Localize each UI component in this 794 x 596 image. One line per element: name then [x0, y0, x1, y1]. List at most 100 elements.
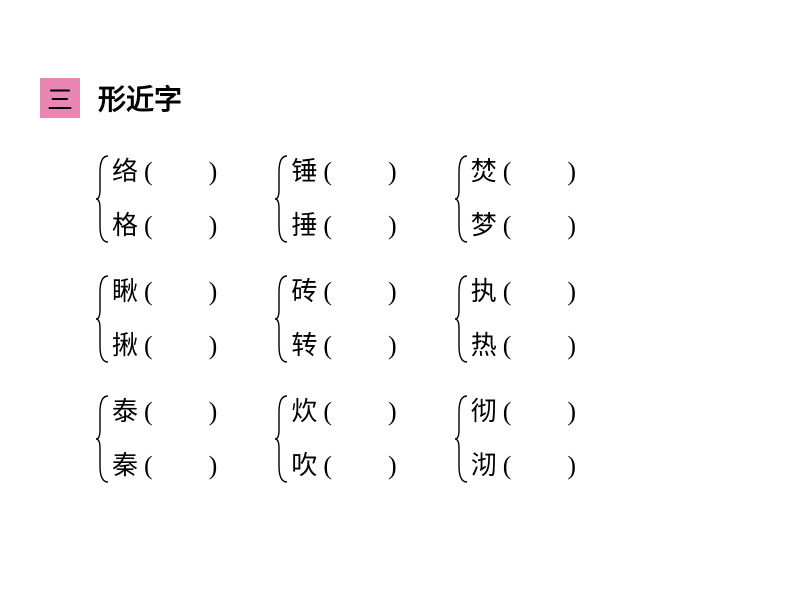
brace-icon [453, 274, 471, 364]
brace-icon [94, 154, 112, 244]
paren-open: ( [323, 450, 332, 481]
char-line: 格() [112, 208, 217, 244]
paren-close: ) [388, 156, 397, 187]
char-pair: 泰()秦() [112, 394, 217, 484]
char-group: 砖()转() [273, 274, 396, 364]
similar-char: 捶 [291, 210, 321, 241]
char-pair: 络()格() [112, 154, 217, 244]
char-pair: 执()热() [471, 274, 576, 364]
similar-char: 络 [112, 156, 142, 187]
paren-open: ( [144, 450, 153, 481]
char-line: 捶() [291, 208, 396, 244]
char-line: 吹() [291, 448, 396, 484]
char-line: 转() [291, 328, 396, 364]
paren-open: ( [503, 210, 512, 241]
paren-open: ( [503, 396, 512, 427]
similar-char: 格 [112, 210, 142, 241]
char-line: 秦() [112, 448, 217, 484]
brace-icon [94, 274, 112, 364]
similar-char: 砖 [291, 276, 321, 307]
paren-close: ) [388, 450, 397, 481]
char-pair: 炊()吹() [291, 394, 396, 484]
similar-char: 锤 [291, 156, 321, 187]
paren-close: ) [388, 330, 397, 361]
char-line: 沏() [471, 448, 576, 484]
paren-close: ) [567, 450, 576, 481]
char-pair: 彻()沏() [471, 394, 576, 484]
char-group: 络()格() [94, 154, 217, 244]
paren-open: ( [323, 156, 332, 187]
char-pair: 砖()转() [291, 274, 396, 364]
similar-char: 转 [291, 330, 321, 361]
paren-close: ) [567, 276, 576, 307]
paren-open: ( [144, 156, 153, 187]
char-group: 瞅()揪() [94, 274, 217, 364]
similar-char: 吹 [291, 450, 321, 481]
char-line: 络() [112, 154, 217, 190]
paren-close: ) [209, 396, 218, 427]
similar-char: 梦 [471, 210, 501, 241]
paren-close: ) [209, 450, 218, 481]
char-row: 泰()秦() 炊()吹() 彻()沏() [94, 394, 754, 484]
brace-icon [453, 154, 471, 244]
paren-close: ) [567, 210, 576, 241]
exercise-content: 络()格() 锤()捶() 焚()梦() 瞅()揪() 砖()转() 执()热(… [40, 154, 754, 484]
paren-close: ) [567, 330, 576, 361]
exercise-header: 三 形近字 [40, 78, 754, 118]
char-pair: 瞅()揪() [112, 274, 217, 364]
paren-open: ( [323, 396, 332, 427]
paren-open: ( [323, 210, 332, 241]
similar-char: 热 [471, 330, 501, 361]
char-group: 执()热() [453, 274, 576, 364]
char-line: 瞅() [112, 274, 217, 310]
char-pair: 锤()捶() [291, 154, 396, 244]
similar-char: 执 [471, 276, 501, 307]
char-line: 梦() [471, 208, 576, 244]
char-line: 揪() [112, 328, 217, 364]
paren-close: ) [209, 210, 218, 241]
paren-open: ( [503, 276, 512, 307]
similar-char: 泰 [112, 396, 142, 427]
paren-open: ( [503, 330, 512, 361]
paren-open: ( [323, 276, 332, 307]
similar-char: 彻 [471, 396, 501, 427]
similar-char: 炊 [291, 396, 321, 427]
brace-icon [453, 394, 471, 484]
brace-icon [273, 274, 291, 364]
similar-char: 焚 [471, 156, 501, 187]
section-number-box: 三 [40, 78, 80, 118]
char-line: 砖() [291, 274, 396, 310]
char-line: 热() [471, 328, 576, 364]
char-line: 执() [471, 274, 576, 310]
paren-open: ( [144, 330, 153, 361]
section-title: 形近字 [98, 78, 182, 118]
paren-open: ( [503, 156, 512, 187]
similar-char: 揪 [112, 330, 142, 361]
char-line: 锤() [291, 154, 396, 190]
paren-close: ) [388, 396, 397, 427]
brace-icon [273, 154, 291, 244]
char-group: 彻()沏() [453, 394, 576, 484]
char-line: 泰() [112, 394, 217, 430]
char-row: 瞅()揪() 砖()转() 执()热() [94, 274, 754, 364]
paren-close: ) [567, 396, 576, 427]
char-group: 炊()吹() [273, 394, 396, 484]
paren-close: ) [567, 156, 576, 187]
paren-open: ( [144, 396, 153, 427]
char-group: 焚()梦() [453, 154, 576, 244]
char-line: 彻() [471, 394, 576, 430]
paren-close: ) [209, 330, 218, 361]
char-row: 络()格() 锤()捶() 焚()梦() [94, 154, 754, 244]
paren-open: ( [144, 276, 153, 307]
paren-close: ) [388, 276, 397, 307]
char-line: 炊() [291, 394, 396, 430]
paren-close: ) [388, 210, 397, 241]
brace-icon [94, 394, 112, 484]
char-pair: 焚()梦() [471, 154, 576, 244]
brace-icon [273, 394, 291, 484]
similar-char: 瞅 [112, 276, 142, 307]
similar-char: 秦 [112, 450, 142, 481]
paren-close: ) [209, 156, 218, 187]
section-number: 三 [47, 80, 73, 117]
char-group: 锤()捶() [273, 154, 396, 244]
